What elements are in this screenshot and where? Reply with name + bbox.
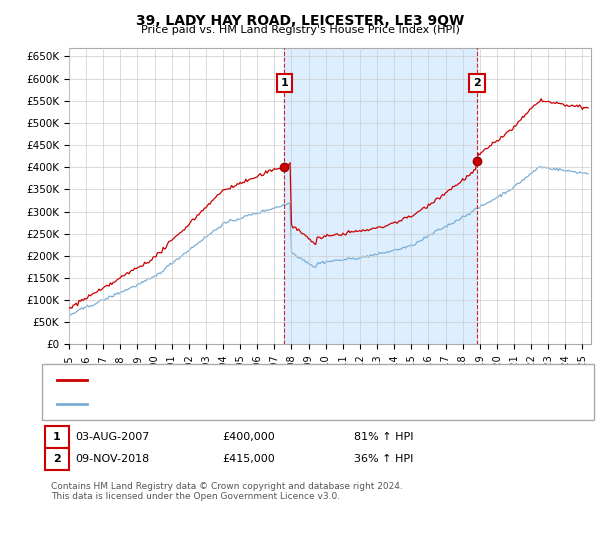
Text: Price paid vs. HM Land Registry's House Price Index (HPI): Price paid vs. HM Land Registry's House … — [140, 25, 460, 35]
Text: HPI: Average price, detached house, Leicester: HPI: Average price, detached house, Leic… — [93, 399, 334, 409]
Text: £400,000: £400,000 — [222, 432, 275, 442]
Text: 1: 1 — [280, 78, 288, 88]
Text: Contains HM Land Registry data © Crown copyright and database right 2024.
This d: Contains HM Land Registry data © Crown c… — [51, 482, 403, 501]
Text: 2: 2 — [53, 454, 61, 464]
Text: 36% ↑ HPI: 36% ↑ HPI — [354, 454, 413, 464]
Text: 81% ↑ HPI: 81% ↑ HPI — [354, 432, 413, 442]
Text: 2: 2 — [473, 78, 481, 88]
Text: £415,000: £415,000 — [222, 454, 275, 464]
Text: 03-AUG-2007: 03-AUG-2007 — [75, 432, 149, 442]
Bar — [284, 48, 477, 344]
Text: 09-NOV-2018: 09-NOV-2018 — [75, 454, 149, 464]
Text: 39, LADY HAY ROAD, LEICESTER, LE3 9QW (detached house): 39, LADY HAY ROAD, LEICESTER, LE3 9QW (d… — [93, 375, 408, 385]
Text: 39, LADY HAY ROAD, LEICESTER, LE3 9QW: 39, LADY HAY ROAD, LEICESTER, LE3 9QW — [136, 14, 464, 28]
Text: 1: 1 — [53, 432, 61, 442]
